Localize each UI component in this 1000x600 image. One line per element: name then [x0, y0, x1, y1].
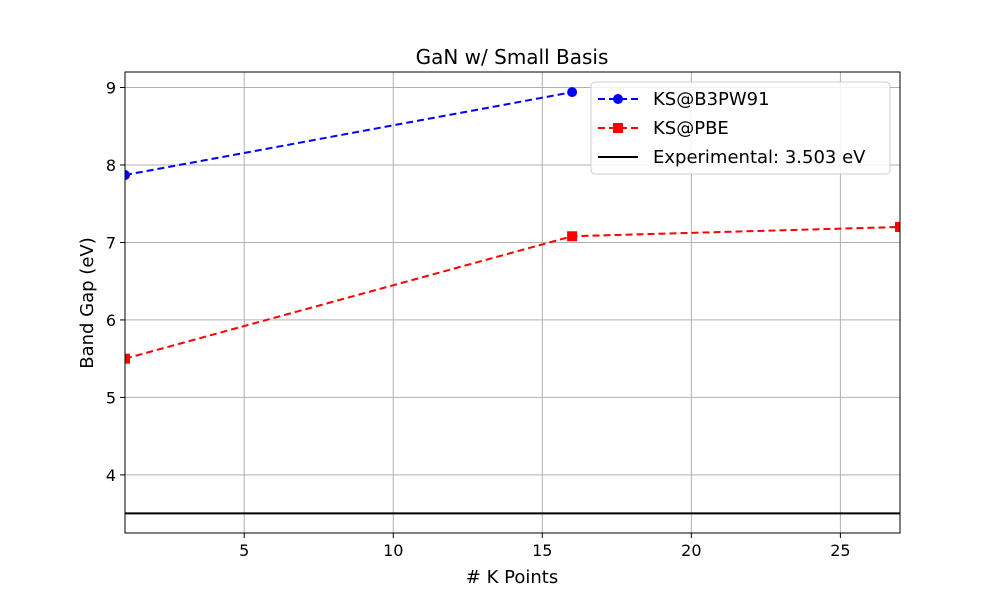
- legend-label-experimental: Experimental: 3.503 eV: [653, 147, 866, 168]
- x-tick-label: 15: [532, 541, 552, 560]
- x-tick-label: 25: [830, 541, 850, 560]
- x-axis-ticks: 5 10 15 20 25: [239, 533, 851, 560]
- plot-frame: [124, 71, 901, 534]
- y-tick-label: 4: [106, 466, 116, 485]
- data-series: [125, 87, 900, 364]
- y-tick-label: 5: [106, 388, 116, 407]
- legend-marker-pbe: [613, 123, 623, 133]
- y-axis-label: Band Gap (eV): [77, 237, 98, 369]
- data-point-b3pw91: [567, 87, 578, 98]
- x-tick-label: 20: [681, 541, 701, 560]
- chart-title: GaN w/ Small Basis: [416, 45, 609, 69]
- y-axis-ticks: 4 5 6 7 8 9: [106, 78, 125, 485]
- x-tick-label: 5: [239, 541, 249, 560]
- series-line-b3pw91: [125, 91, 573, 177]
- data-point-pbe: [895, 221, 900, 232]
- x-tick-label: 10: [383, 541, 403, 560]
- y-tick-label: 8: [106, 156, 116, 175]
- legend-label-pbe: KS@PBE: [653, 118, 729, 139]
- data-point-pbe: [567, 231, 578, 242]
- y-tick-label: 9: [106, 78, 116, 97]
- data-point-pbe: [125, 353, 130, 364]
- legend: KS@B3PW91 KS@PBE Experimental: 3.503 eV: [590, 81, 891, 175]
- data-point-b3pw91: [125, 170, 130, 181]
- legend-label-b3pw91: KS@B3PW91: [653, 89, 770, 110]
- legend-box: [590, 81, 891, 175]
- y-tick-label: 6: [106, 311, 116, 330]
- y-tick-label: 7: [106, 233, 116, 252]
- legend-marker-b3pw91: [613, 94, 623, 104]
- x-axis-label: # K Points: [466, 567, 558, 588]
